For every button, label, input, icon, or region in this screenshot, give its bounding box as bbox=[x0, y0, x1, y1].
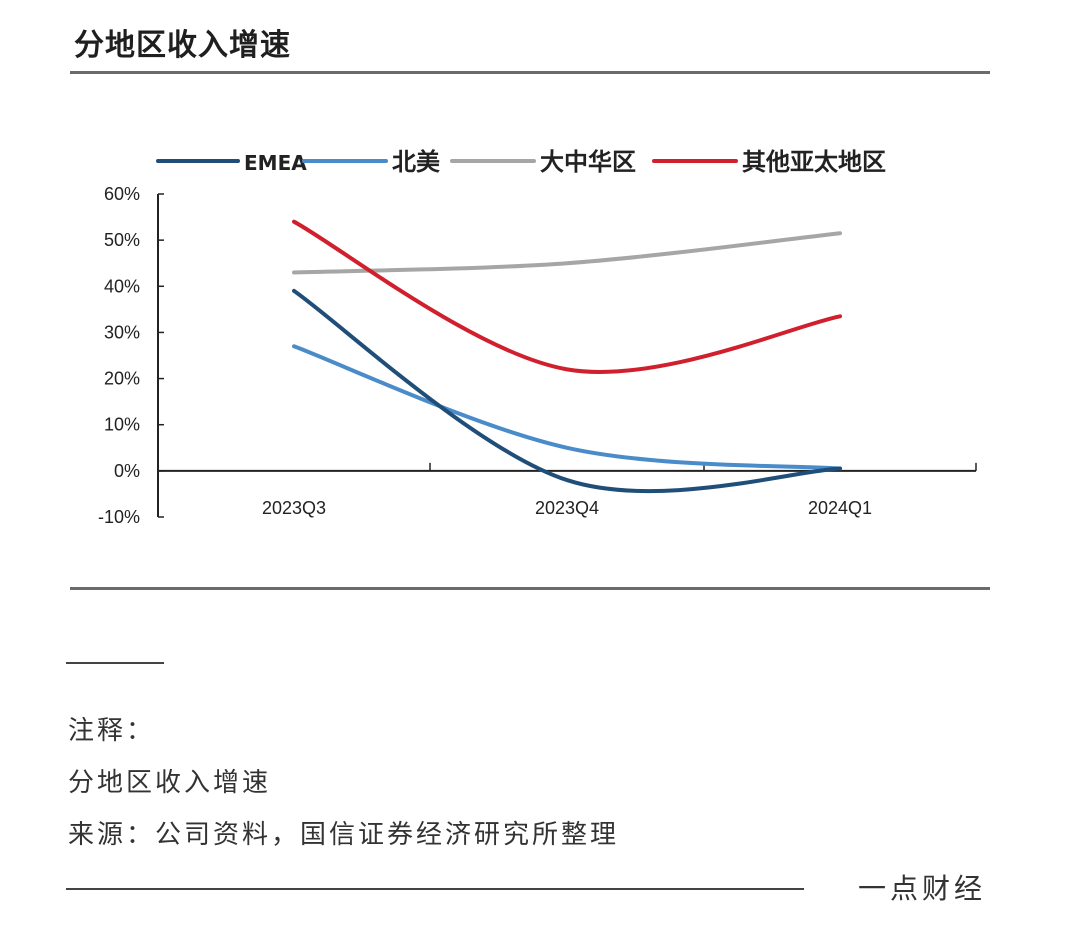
x-tick-label: 2024Q1 bbox=[808, 498, 872, 518]
brand-name: 一点财经 bbox=[858, 872, 987, 905]
chart-axes: 60% 50% 40% 30% 20% 10% 0% -10% 2023Q3 2023Q4 2024… bbox=[98, 184, 977, 527]
y-tick-label: 20% bbox=[104, 369, 140, 389]
y-tick-label: 0% bbox=[114, 461, 140, 481]
chart-series bbox=[292, 219, 842, 494]
x-tick-label: 2023Q3 bbox=[262, 498, 326, 518]
legend-label: EMEA bbox=[244, 151, 307, 175]
title-divider bbox=[70, 71, 990, 74]
y-tick-label: -10% bbox=[98, 507, 140, 527]
page-title: 分地区收入增速 bbox=[74, 28, 291, 63]
series-line-2 bbox=[292, 344, 842, 471]
chart-bottom-divider bbox=[70, 587, 990, 590]
notes-label: 注释： bbox=[68, 716, 156, 746]
legend-label: 北美 bbox=[392, 148, 440, 176]
notes-divider bbox=[66, 662, 164, 664]
y-tick-label: 60% bbox=[104, 184, 140, 204]
line-chart: EMEA 北美 大中华区 其他亚太地区 60% 50% 40% 30% 20% 10% 0% -10… bbox=[98, 148, 977, 527]
y-tick-label: 30% bbox=[104, 322, 140, 342]
series-line-3 bbox=[292, 231, 842, 275]
notes-block: 注释： 分地区收入增速 来源：公司资料，国信证券经济研究所整理 bbox=[68, 705, 619, 861]
y-tick-label: 50% bbox=[104, 230, 140, 250]
y-tick-label: 10% bbox=[104, 415, 140, 435]
legend-label: 其他亚太地区 bbox=[742, 148, 886, 176]
footer-divider bbox=[66, 888, 804, 890]
source-text: 来源：公司资料，国信证券经济研究所整理 bbox=[68, 820, 620, 850]
notes-line: 分地区收入增速 bbox=[68, 768, 272, 798]
series-line-4 bbox=[292, 219, 842, 374]
y-tick-label: 40% bbox=[104, 276, 140, 296]
legend-label: 大中华区 bbox=[540, 148, 636, 176]
series-line-1 bbox=[292, 288, 842, 494]
chart-legend: EMEA 北美 大中华区 其他亚太地区 bbox=[156, 148, 886, 176]
x-tick-label: 2023Q4 bbox=[535, 498, 599, 518]
